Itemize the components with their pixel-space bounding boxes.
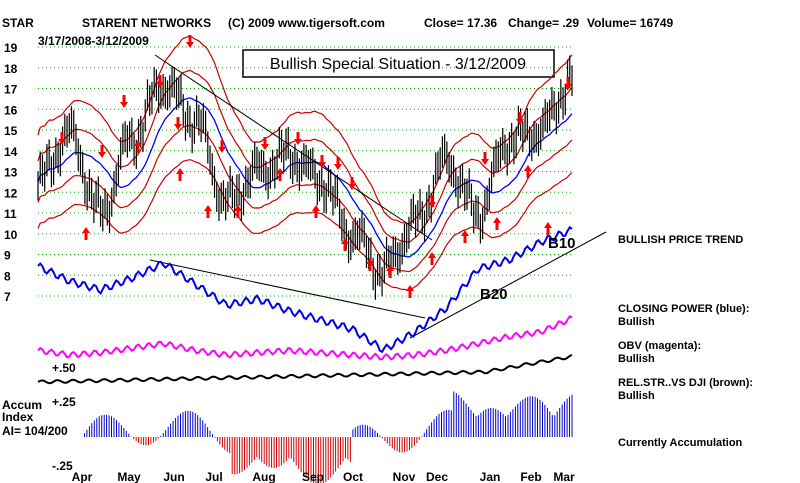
sell-arrow (174, 117, 182, 130)
month-label: Jun (163, 470, 184, 483)
month-label: Aug (252, 470, 275, 483)
sell-arrow (564, 77, 572, 90)
b10-label: B10 (548, 235, 576, 252)
moving-average-line (37, 97, 573, 258)
header-source: (C) 2009 www.tigersoft.com (228, 16, 385, 30)
buy-arrow (204, 205, 212, 218)
buy-arrow (524, 165, 532, 178)
sell-arrow (428, 195, 436, 208)
relstr-value: Bullish (618, 390, 655, 402)
buy-arrow (386, 265, 394, 278)
relstr-label: REL.STR..VS DJI (brown): (618, 377, 753, 389)
closing-power-value: Bullish (618, 316, 655, 328)
header-company: STARENT NETWORKS (82, 16, 211, 30)
price-axis: 19 18 17 16 15 14 13 12 11 10 9 8 7 (4, 41, 18, 304)
bullish-price-trend-label: BULLISH PRICE TREND (618, 234, 743, 246)
buy-arrow (276, 168, 284, 181)
month-label: Jan (480, 470, 501, 483)
sell-arrow (334, 157, 342, 170)
price-tick-label: 7 (4, 290, 11, 304)
buy-arrow (428, 252, 436, 265)
price-tick-label: 8 (4, 269, 11, 283)
closing-power-line (37, 225, 573, 354)
ai-label: AI= 104/200 (2, 424, 68, 438)
buy-arrow (312, 205, 320, 218)
x-axis-months: Apr May Jun Jul Aug Sep Oct Nov Dec Jan Feb Mar (72, 470, 575, 483)
sell-arrow (348, 177, 356, 190)
price-tick-label: 13 (4, 166, 18, 180)
price-tick-label: 16 (4, 103, 18, 117)
price-tick-label: 19 (4, 41, 18, 55)
month-label: Feb (520, 470, 541, 483)
accum-index-panel (84, 391, 573, 483)
sell-arrow (156, 75, 164, 88)
accum-label-1: Accum (2, 398, 42, 412)
indicator-lines (37, 225, 573, 385)
buy-arrow (234, 205, 242, 218)
buy-arrow (176, 168, 184, 181)
header-ticker: STAR (2, 16, 34, 30)
buy-arrow (493, 217, 501, 230)
price-downtrend-line (154, 54, 433, 241)
accum-label-2: Index (2, 410, 34, 424)
sell-arrow (516, 112, 524, 125)
buy-arrow (366, 258, 374, 271)
sell-arrow (481, 152, 489, 165)
month-label: Mar (553, 470, 575, 483)
buy-arrow (406, 285, 414, 298)
price-tick-label: 11 (4, 207, 17, 221)
price-tick-label: 17 (4, 83, 18, 97)
sell-arrow (58, 132, 66, 145)
month-label: Sep (302, 470, 324, 483)
header-close: Close= 17.36 (424, 16, 497, 30)
sell-arrow (186, 35, 194, 48)
header-date-range: 3/17/2008-3/12/2009 (38, 34, 149, 48)
trendlines (149, 54, 607, 339)
buy-arrow (461, 230, 469, 243)
cp-downtrend-line (149, 259, 426, 319)
plus25-label: +.25 (52, 395, 76, 409)
month-label: Apr (72, 470, 93, 483)
month-label: Nov (393, 470, 416, 483)
sell-arrow (294, 132, 302, 145)
obv-value: Bullish (618, 353, 655, 365)
relstr-line (37, 354, 573, 385)
title-box (242, 49, 555, 78)
month-label: Dec (426, 470, 448, 483)
sell-arrow (98, 145, 106, 158)
sell-arrow (218, 140, 226, 153)
chart-title: Bullish Special Situation - 3/12/2009 (270, 56, 526, 73)
month-label: Jul (205, 470, 222, 483)
price-uptrend-line (409, 231, 607, 339)
minus25-label: -.25 (52, 459, 73, 473)
price-tick-label: 18 (4, 62, 18, 76)
plus50-label: +.50 (52, 361, 76, 375)
obv-label: OBV (magenta): (618, 340, 701, 352)
price-tick-label: 10 (4, 228, 18, 242)
sell-arrow (261, 137, 269, 150)
price-tick-label: 12 (4, 186, 18, 200)
header-volume: Volume= 16749 (587, 16, 673, 30)
buy-arrow (82, 227, 90, 240)
upper-band-inner (37, 69, 573, 243)
accum-status: Currently Accumulation (618, 437, 743, 449)
month-label: Oct (343, 470, 363, 483)
month-label: May (117, 470, 141, 483)
closing-power-label: CLOSING POWER (blue): (618, 303, 749, 315)
header-change: Change= .29 (508, 16, 579, 30)
price-tick-label: 15 (4, 124, 18, 138)
sell-arrow (120, 95, 128, 108)
price-tick-label: 9 (4, 249, 11, 263)
buy-arrow (341, 238, 349, 251)
buy-arrow (134, 140, 142, 153)
buy-arrow (544, 222, 552, 235)
lower-band-inner (37, 124, 573, 273)
price-bars (37, 55, 573, 300)
signal-arrows (58, 35, 572, 298)
b20-label: B20 (480, 286, 508, 303)
sell-arrow (318, 155, 326, 168)
obv-line (37, 315, 573, 361)
price-tick-label: 14 (4, 145, 18, 159)
